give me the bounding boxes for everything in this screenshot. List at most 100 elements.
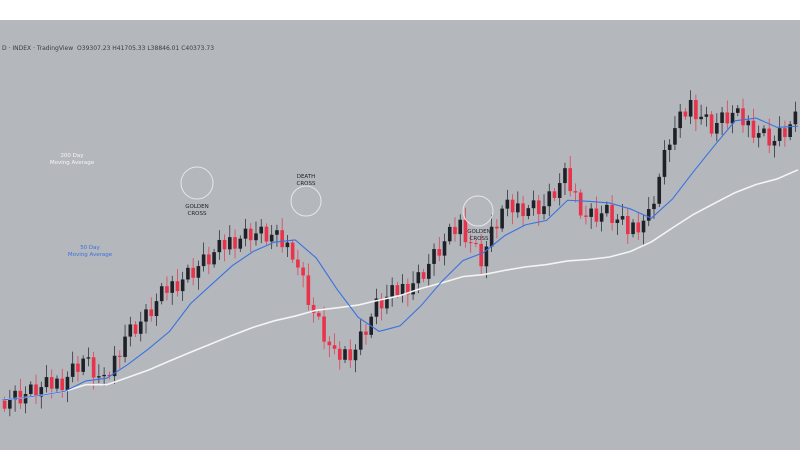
golden-cross-label-2-line2: CROSS [470, 236, 489, 242]
ma200-line [1, 169, 799, 401]
candle-body [552, 191, 557, 198]
candle-body [432, 249, 436, 264]
golden-cross-circle-2 [462, 195, 494, 227]
candle-body [657, 176, 662, 204]
candle-body [343, 349, 347, 360]
cross-markers [180, 166, 494, 227]
candle-body [65, 376, 70, 391]
candle-body [400, 283, 405, 296]
candle-body [107, 374, 112, 377]
candle-body [615, 219, 620, 223]
candle-body [306, 275, 311, 305]
candle-body [2, 399, 7, 409]
candle-body [18, 390, 23, 404]
candle-body [180, 279, 185, 292]
candle-body [233, 237, 237, 249]
annotation-labels: 200 Day Moving Average 50 Day Moving Ave… [50, 153, 491, 258]
candle-body [159, 286, 164, 302]
candle-body [589, 208, 593, 217]
death-cross-label-line2: CROSS [297, 181, 316, 187]
candle-body [788, 124, 792, 138]
price-chart[interactable]: 200 Day Moving Average 50 Day Moving Ave… [0, 40, 800, 450]
candle-body [547, 191, 552, 207]
candle-body [254, 233, 258, 241]
candle-body [652, 203, 656, 210]
candle-body [563, 168, 567, 184]
candle-body [631, 222, 635, 235]
candle-body [626, 216, 630, 235]
candle-body [170, 281, 174, 293]
candle-body [646, 209, 651, 221]
candle-body [479, 243, 483, 267]
candle-body [594, 208, 599, 222]
candle-body [495, 226, 499, 229]
candle-body [49, 377, 54, 389]
candle-body [427, 263, 431, 279]
golden-cross-label-1-line1: GOLDEN [185, 204, 208, 210]
candle-body [421, 272, 426, 279]
candle-body [269, 234, 274, 242]
candle-body [767, 128, 771, 146]
candle-body [207, 254, 211, 265]
golden-cross-label-1-line2: CROSS [188, 211, 207, 217]
candle-body [348, 349, 353, 361]
candle-body [725, 112, 730, 124]
candle-body [688, 100, 693, 117]
candle-body [81, 358, 85, 372]
candle-body [8, 399, 12, 409]
candle-body [620, 216, 625, 220]
candle-body [610, 204, 614, 223]
candle-body [510, 199, 515, 213]
chart-frame: D · INDEX · TradingView O39307.23 H41705… [0, 20, 800, 450]
candle-body [238, 238, 243, 249]
candle-body [55, 378, 59, 389]
candle-body [60, 378, 65, 391]
candle-body [709, 114, 714, 134]
candle-body [91, 357, 96, 378]
candle-body [667, 144, 672, 150]
candle-body [39, 387, 44, 397]
candle-body [248, 228, 253, 241]
candle-body [751, 120, 756, 138]
candle-body [86, 357, 91, 359]
candle-body [453, 226, 457, 235]
candle-body [358, 331, 363, 350]
candle-body [296, 259, 300, 268]
ma50-label-line1: 50 Day [80, 245, 100, 251]
candle-body [406, 283, 410, 295]
candle-body [542, 206, 546, 215]
candle-body [133, 324, 138, 334]
candle-body [144, 309, 148, 322]
candle-body [149, 309, 154, 317]
candle-body [390, 285, 394, 297]
candle-body [531, 200, 536, 209]
candle-body [662, 149, 667, 177]
candle-body [484, 246, 489, 267]
candlestick-series [2, 90, 798, 417]
candle-body [793, 111, 798, 125]
candle-body [500, 208, 504, 229]
candle-body [474, 243, 478, 245]
candle-body [568, 168, 572, 192]
candle-body [222, 239, 227, 250]
candle-body [301, 267, 305, 276]
candle-body [102, 374, 106, 377]
candle-body [97, 376, 101, 378]
candle-body [447, 226, 452, 242]
candle-body [437, 249, 442, 256]
candle-body [746, 120, 751, 126]
candle-body [123, 336, 127, 357]
ohlc-readout: O39307.23 H41705.33 L38846.01 C40373.73 [77, 45, 215, 52]
golden-cross-circle-1 [180, 166, 214, 200]
candle-body [34, 384, 38, 397]
candle-body [322, 316, 326, 342]
candle-body [641, 220, 646, 233]
candle-body [573, 191, 578, 193]
candle-body [311, 304, 316, 313]
candle-body [138, 321, 143, 334]
candle-body [442, 241, 447, 256]
candle-body [463, 219, 468, 243]
candle-body [411, 283, 415, 295]
candle-body [395, 285, 400, 296]
candle-body [536, 200, 541, 215]
